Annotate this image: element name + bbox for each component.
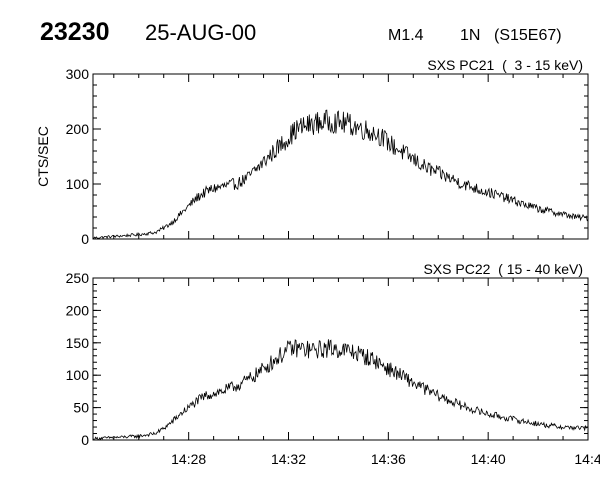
y-tick-label: 100 — [66, 176, 90, 192]
y-tick-label: 200 — [66, 121, 90, 137]
x-tick-label: 14:4 — [574, 451, 600, 467]
plot-frame — [92, 73, 589, 240]
panel-title: SXS PC21 ( 3 - 15 keV) — [427, 57, 583, 73]
y-tick-label: 0 — [81, 432, 89, 448]
series-line — [92, 109, 589, 240]
event-date: 25-AUG-00 — [145, 20, 256, 45]
panel-pc21: SXS PC21 ( 3 - 15 keV) CTS/SEC 0 100 200 300 — [35, 57, 589, 247]
x-tick-label: 14:40 — [471, 451, 506, 467]
y-tick-label: 50 — [73, 400, 89, 416]
y-tick-label: 150 — [66, 335, 90, 351]
y-tick-label: 100 — [66, 367, 90, 383]
y-tick-label: 0 — [81, 231, 89, 247]
plot-frame — [92, 277, 589, 441]
y-axis-label: CTS/SEC — [35, 126, 51, 187]
y-tick-label: 200 — [66, 302, 90, 318]
y-tick-label: 250 — [66, 270, 90, 286]
series-line — [92, 339, 589, 441]
panel-pc22: SXS PC22 ( 15 - 40 keV) 0 50 100 150 200 250 14… — [66, 261, 600, 467]
x-tick-label: 14:28 — [171, 451, 206, 467]
goes-class: M1.4 — [388, 27, 424, 44]
x-tick-label: 14:32 — [271, 451, 306, 467]
panel-title: SXS PC22 ( 15 - 40 keV) — [423, 261, 583, 277]
h-alpha-class: 1N — [460, 27, 480, 44]
x-tick-label: 14:36 — [371, 451, 406, 467]
y-tick-label: 300 — [66, 66, 90, 82]
event-id: 23230 — [40, 18, 110, 46]
flare-location: (S15E67) — [494, 27, 562, 44]
